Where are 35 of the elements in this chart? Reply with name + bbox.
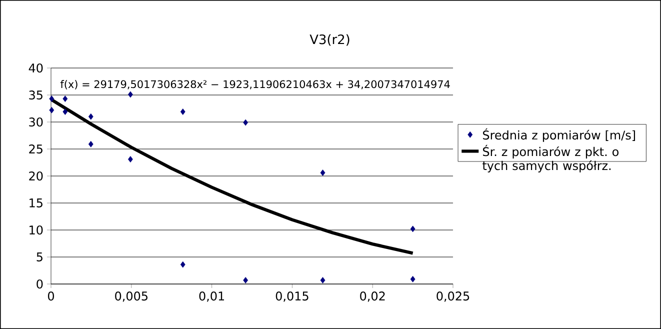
x-tick-label: 0,005	[115, 292, 148, 302]
x-tick-label: 0,01	[199, 292, 224, 302]
y-tick-label: 10	[30, 225, 43, 235]
y-tick-label: 35	[29, 90, 42, 100]
point	[128, 91, 133, 98]
point	[49, 106, 54, 114]
point	[88, 113, 94, 120]
point	[410, 276, 416, 282]
legend-label: Śr. z pomiarów z pkt. o tych samych współrz.	[482, 144, 618, 172]
y-tick-label: 0	[36, 279, 43, 289]
x-tick-label: 0,025	[436, 292, 470, 302]
point	[320, 170, 326, 176]
point	[62, 108, 68, 115]
y-tick-label: 5	[36, 252, 42, 262]
point	[243, 277, 248, 284]
point	[410, 226, 416, 232]
point	[49, 96, 54, 102]
annotation: f(x) = 29179,5017306328x² − 1923,11906210463x + 34,2007347014974	[60, 80, 450, 90]
legend-label: Średnia z pomiarów [m/s]	[482, 128, 636, 142]
point	[88, 140, 94, 148]
y-tick-label: 15	[30, 198, 42, 208]
point	[320, 277, 326, 284]
y-tick-label: 40	[28, 63, 43, 73]
y-tick-label: 20	[29, 171, 43, 181]
y-tick-label: 25	[29, 144, 42, 154]
x-tick-label: 0	[48, 292, 54, 301]
x-tick-label: 0,015	[276, 292, 308, 302]
point	[180, 108, 186, 115]
chart-title: V3(r2)	[310, 34, 350, 46]
x-tick-label: 0,02	[360, 292, 385, 302]
point	[62, 96, 68, 102]
point	[128, 156, 133, 162]
point	[180, 261, 186, 268]
point	[243, 119, 248, 126]
y-tick-label: 30	[29, 117, 43, 127]
